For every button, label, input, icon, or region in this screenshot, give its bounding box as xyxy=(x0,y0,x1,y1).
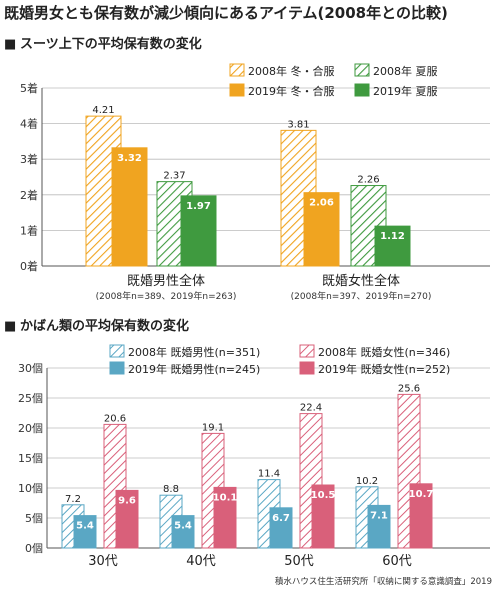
y-tick-label: 10個 xyxy=(18,482,43,495)
legend-swatch xyxy=(299,361,315,375)
bar xyxy=(311,484,335,549)
data-label: 7.1 xyxy=(370,510,388,521)
legend-swatch xyxy=(299,344,315,358)
y-tick-label: 5個 xyxy=(25,512,43,525)
legend-label: 2019年 既婚女性(n=252) xyxy=(318,362,450,376)
bar xyxy=(374,225,411,267)
y-tick-label: 0着 xyxy=(20,259,38,273)
data-label: 25.6 xyxy=(398,383,420,394)
category-note: (2008年n=397、2019年n=270) xyxy=(291,290,432,302)
category-label: 40代 xyxy=(186,554,216,569)
y-tick-label: 1着 xyxy=(20,223,38,237)
data-label: 1.97 xyxy=(186,201,211,212)
data-label: 5.4 xyxy=(174,521,192,532)
data-label: 10.5 xyxy=(311,490,336,501)
main-title: 既婚男女とも保有数が減少傾向にあるアイテム(2008年との比較) xyxy=(4,4,448,22)
data-label: 1.12 xyxy=(380,231,405,242)
data-label: 2.37 xyxy=(163,171,185,182)
bar xyxy=(409,483,433,549)
y-tick-label: 15個 xyxy=(18,452,43,465)
data-label: 6.7 xyxy=(272,513,290,524)
y-tick-label: 25個 xyxy=(18,392,43,405)
bar xyxy=(213,486,237,549)
suits-section-marker: ■ xyxy=(4,37,16,52)
suits-chart: 0着1着2着3着4着5着4.213.322.371.97既婚男性全体(2008年… xyxy=(20,63,490,302)
y-tick-label: 0個 xyxy=(25,542,43,555)
bar xyxy=(303,192,340,267)
y-tick-label: 4着 xyxy=(20,117,38,131)
legend-swatch xyxy=(229,63,245,77)
legend-label: 2008年 既婚女性(n=346) xyxy=(318,345,450,359)
data-label: 10.7 xyxy=(409,489,434,500)
data-label: 7.2 xyxy=(65,494,81,505)
legend-swatch xyxy=(354,63,370,77)
data-label: 19.1 xyxy=(202,422,224,433)
data-label: 2.06 xyxy=(309,198,334,209)
bar xyxy=(269,507,293,549)
bar xyxy=(180,195,217,267)
y-tick-label: 2着 xyxy=(20,188,38,202)
legend-label: 2008年 夏服 xyxy=(373,64,438,78)
legend-swatch xyxy=(109,361,125,375)
legend-label: 2019年 冬・合服 xyxy=(248,84,335,98)
legend-label: 2019年 夏服 xyxy=(373,84,438,98)
data-label: 2.26 xyxy=(357,175,379,186)
y-tick-label: 30個 xyxy=(18,362,43,375)
bar xyxy=(115,489,139,549)
data-label: 8.8 xyxy=(163,484,179,495)
bar xyxy=(367,504,391,549)
y-tick-label: 5着 xyxy=(20,81,38,95)
data-label: 10.2 xyxy=(356,476,378,487)
category-label: 60代 xyxy=(382,554,412,569)
legend-swatch xyxy=(109,344,125,358)
data-label: 4.21 xyxy=(92,105,114,116)
data-label: 3.32 xyxy=(117,153,142,164)
category-label: 既婚男性全体 xyxy=(127,273,205,289)
category-label: 既婚女性全体 xyxy=(322,273,400,289)
bags-chart: 0個 5個 10個 15個 20個 25個 30個 7.2 5.4 20.6 9.6 30代 8.8 5.… xyxy=(18,344,490,569)
data-label: 20.6 xyxy=(104,413,126,424)
bags-section-marker: ■ xyxy=(4,319,16,334)
bar xyxy=(73,515,97,549)
legend-label: 2008年 冬・合服 xyxy=(248,64,335,78)
legend-swatch xyxy=(354,83,370,97)
data-label: 9.6 xyxy=(118,495,136,506)
data-label: 10.1 xyxy=(213,492,238,503)
bags-section-title: かばん類の平均保有数の変化 xyxy=(20,318,189,334)
category-note: (2008年n=389、2019年n=263) xyxy=(96,290,237,302)
y-tick-label: 3着 xyxy=(20,152,38,166)
suits-section-title: スーツ上下の平均保有数の変化 xyxy=(20,36,202,52)
source-note: 積水ハウス住生活研究所「収納に関する意識調査」2019 xyxy=(275,576,492,587)
data-label: 5.4 xyxy=(76,521,94,532)
bar xyxy=(111,147,148,267)
data-label: 11.4 xyxy=(258,469,280,480)
category-label: 50代 xyxy=(284,554,314,569)
data-label: 22.4 xyxy=(300,403,322,414)
category-label: 30代 xyxy=(88,554,118,569)
bar xyxy=(171,515,195,549)
legend-label: 2008年 既婚男性(n=351) xyxy=(128,345,260,359)
y-tick-label: 20個 xyxy=(18,422,43,435)
data-label: 3.81 xyxy=(287,119,309,130)
legend-swatch xyxy=(229,83,245,97)
legend-label: 2019年 既婚男性(n=245) xyxy=(128,362,260,376)
